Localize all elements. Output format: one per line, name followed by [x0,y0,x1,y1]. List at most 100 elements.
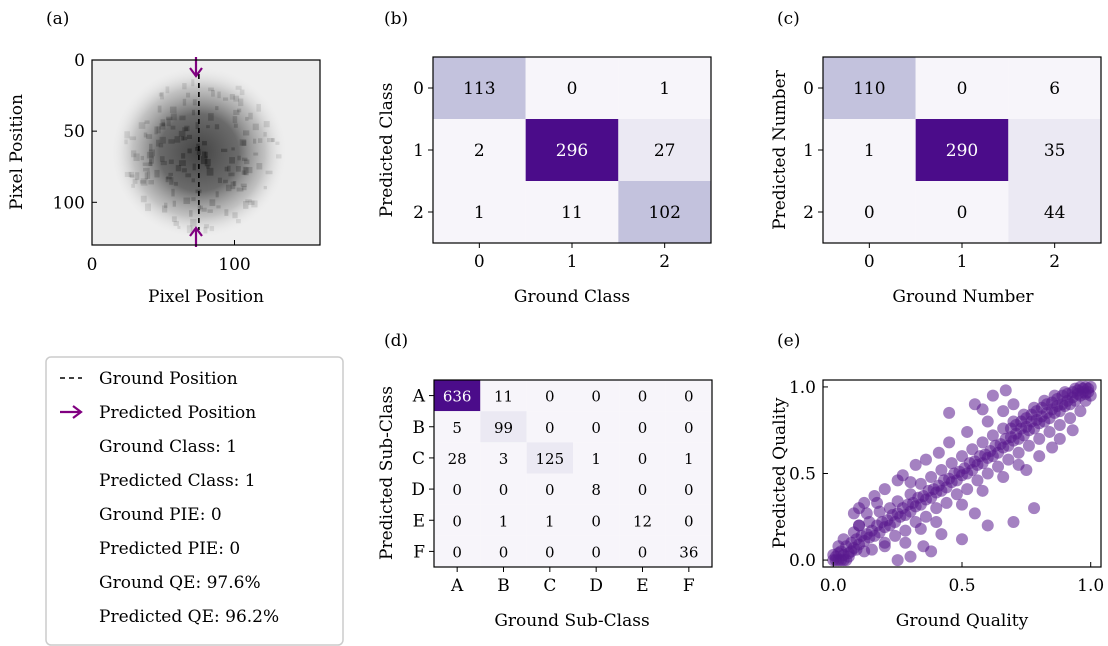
matrix-cell [665,380,712,412]
scatter-point [1053,432,1066,445]
matrix-cell [573,442,620,474]
scatter-point [1084,389,1097,402]
scatter-point [865,543,878,556]
panel-a-ylabel: Pixel Position [7,94,27,210]
matrix-cell-value: 110 [853,79,885,99]
beam-speckle [182,136,188,141]
matrix-cell-value: 6 [1049,79,1060,99]
beam-speckle [140,195,147,203]
scatter-point [956,498,968,511]
panel-b-cells: 113 0 12 296 271 11 102 [433,57,711,243]
beam-speckle [173,220,179,226]
beam-speckle [217,177,222,184]
scatter-point [999,384,1012,397]
scatter-point [935,464,948,477]
matrix-cell-value: 0 [638,543,648,561]
beam-speckle [133,153,140,162]
matrix-cell [619,504,666,536]
matrix-cell [573,380,620,412]
x-tick-label: B [497,576,510,596]
beam-speckle [161,122,166,126]
beam-speckle [169,106,177,113]
beam-speckle [156,126,161,134]
matrix-cell-value: 0 [684,388,694,406]
matrix-cell [573,504,620,536]
beam-speckle [154,126,158,135]
beam-speckle [187,134,193,139]
panel-e-ylabel: Predicted Quality [770,397,790,548]
y-tick-label: C [412,449,425,469]
scatter-point [904,488,917,501]
scatter-point [992,460,1005,473]
beam-speckle [241,157,248,161]
beam-speckle [149,159,153,167]
scatter-point [1012,446,1025,459]
matrix-cell [915,181,1009,243]
beam-speckle [206,165,210,169]
matrix-cell-value: 290 [946,141,978,161]
scatter-point [904,476,917,489]
beam-speckle [245,199,252,203]
matrix-cell [618,57,711,119]
x-tick-label: 0 [474,252,485,272]
beam-speckle [166,116,173,121]
beam-speckle [189,210,193,217]
matrix-cell-value: 0 [591,388,601,406]
beam-speckle [148,162,153,166]
matrix-cell-value: 0 [545,543,555,561]
matrix-cell-value: 1 [545,512,555,530]
beam-speckle [216,205,221,209]
panel-e-ticks: 0.0 0.5 1.0 0.0 0.5 1.0 [789,378,1104,596]
beam-speckle [183,197,191,204]
beam-speckle [225,184,232,192]
beam-speckle [195,122,200,130]
matrix-cell [573,535,620,567]
beam-speckle [232,212,238,219]
beam-speckle [165,176,169,183]
beam-speckle [160,119,166,127]
scatter-point [966,443,979,456]
matrix-cell-value: 44 [1044,203,1066,223]
matrix-cell [434,411,481,443]
matrix-cell [1008,181,1101,243]
scatter-point [997,470,1010,483]
matrix-cell-value: 12 [633,512,652,530]
y-tick-label: F [413,542,425,562]
matrix-cell-value: 0 [591,543,601,561]
x-tick-label: C [543,576,556,596]
matrix-cell-value: 0 [452,481,462,499]
matrix-cell [915,57,1009,119]
beam-speckle [208,87,214,92]
matrix-cell-value: 11 [561,203,583,223]
beam-speckle [185,173,192,178]
beam-speckle [181,168,187,173]
y-tick-label: 0 [803,79,814,99]
panel-label-a: (a) [46,9,69,29]
scatter-point [940,496,953,509]
scatter-point [896,469,909,482]
beam-speckle [224,209,229,216]
matrix-cell-value: 8 [591,481,601,499]
beam-speckle [168,139,175,144]
beam-speckle [159,123,166,130]
matrix-cell-value: 0 [638,481,648,499]
beam-speckle [160,156,165,162]
beam-speckle [229,157,235,164]
beam-speckle [244,159,250,165]
legend-box: Ground Position Predicted Position Groun… [45,356,344,646]
beam-speckle [180,136,185,141]
matrix-cell-value: 11 [494,388,513,406]
beam-speckle [160,160,167,166]
x-tick-label: 1.0 [1077,576,1104,596]
scatter-point [981,467,994,480]
matrix-cell-value: 0 [684,419,694,437]
scatter-point [945,457,958,470]
beam-speckle [182,98,187,106]
matrix-cell [823,181,916,243]
matrix-cell [434,504,481,536]
panel-b-ticks: 0 1 2 0 1 2 [413,79,670,272]
matrix-cell-value: 3 [499,450,509,468]
matrix-cell-value: 28 [448,450,467,468]
beam-speckle [195,146,199,151]
